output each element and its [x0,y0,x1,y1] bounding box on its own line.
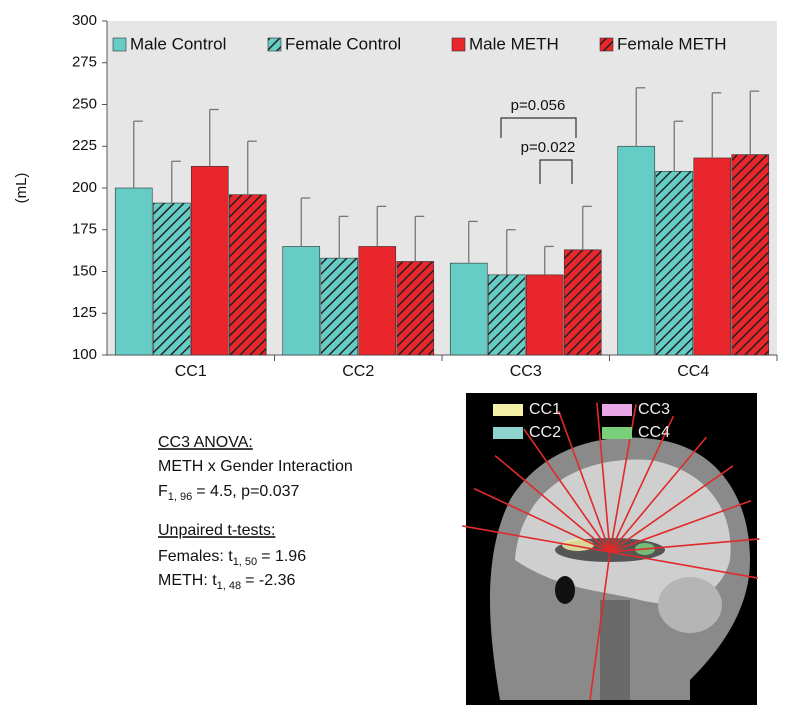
bar [563,249,602,356]
stat-symbol: METH: t [158,572,217,589]
y-tick-label: 300 [72,12,97,29]
inset-swatch [493,404,523,416]
ray [596,402,611,553]
ray [609,465,734,553]
stat-value: = 1.96 [261,548,306,565]
x-tick-label: CC3 [510,363,542,380]
bar [617,145,656,356]
x-tick-label: CC1 [175,363,207,380]
legend-label: Male METH [469,34,559,53]
y-axis-label: (mL) [13,173,30,204]
ray [494,454,611,553]
stat-formula: F1, 96 = 4.5, p=0.037 [158,483,300,503]
y-tick-label: 175 [72,221,97,238]
bar [358,246,397,356]
ray [609,436,708,553]
y-tick-label: 225 [72,137,97,154]
legend-label: Female METH [617,34,727,53]
ray [609,551,758,579]
legend-swatch [451,37,466,52]
ray [473,487,611,553]
inset-label: CC3 [638,401,670,418]
stat-formula: METH: t1, 48 = -2.36 [158,572,296,592]
ray [609,538,760,553]
bar [282,246,321,356]
bar [449,262,488,356]
p-value: p=0.022 [521,139,576,156]
stat-text: METH x Gender Interaction [158,458,353,475]
ray [557,410,611,553]
bar [655,171,694,356]
stat-formula: Females: t1, 50 = 1.96 [158,548,306,568]
x-tick-label: CC2 [342,363,374,380]
y-tick-label: 200 [72,179,97,196]
stat-text: CC3 ANOVA: [158,434,253,451]
y-tick-label: 275 [72,54,97,71]
stat-subscript: 1, 48 [217,580,241,592]
bar [487,274,526,356]
stat-value: = -2.36 [245,572,295,589]
bar [152,202,191,356]
y-tick-label: 100 [72,346,97,363]
bar [525,274,564,356]
y-tick-label: 125 [72,304,97,321]
ray [609,499,752,553]
inset-swatch [602,427,632,439]
bar [228,194,267,356]
y-tick-label: 150 [72,262,97,279]
bar [190,165,229,356]
sector-lines [462,402,760,701]
bar [693,157,732,356]
stat-subscript: 1, 96 [168,491,192,503]
stat-text: Unpaired t-tests: [158,522,275,539]
stat-value: = 4.5, p=0.037 [196,483,299,500]
bar [396,261,435,356]
ray [462,525,611,553]
ray [523,428,611,553]
stat-subscript: 1, 50 [233,556,257,568]
inset-swatch [493,427,523,439]
p-value: p=0.056 [511,97,566,114]
legend-swatch [112,37,127,52]
inset-label: CC1 [529,401,561,418]
ray [589,551,611,701]
stat-symbol: F [158,483,168,500]
bar [731,154,770,356]
inset-label: CC4 [638,424,670,441]
significance-bracket [539,159,573,184]
significance-bracket [500,117,577,138]
inset-label: CC2 [529,424,561,441]
y-tick-label: 250 [72,95,97,112]
legend-swatch [267,37,282,52]
bar [114,187,153,356]
bar [320,257,359,356]
ray [609,415,675,553]
x-tick-label: CC4 [677,363,709,380]
stat-symbol: Females: t [158,548,233,565]
legend-label: Female Control [285,34,401,53]
inset-swatch [602,404,632,416]
legend-label: Male Control [130,34,226,53]
legend-swatch [599,37,614,52]
